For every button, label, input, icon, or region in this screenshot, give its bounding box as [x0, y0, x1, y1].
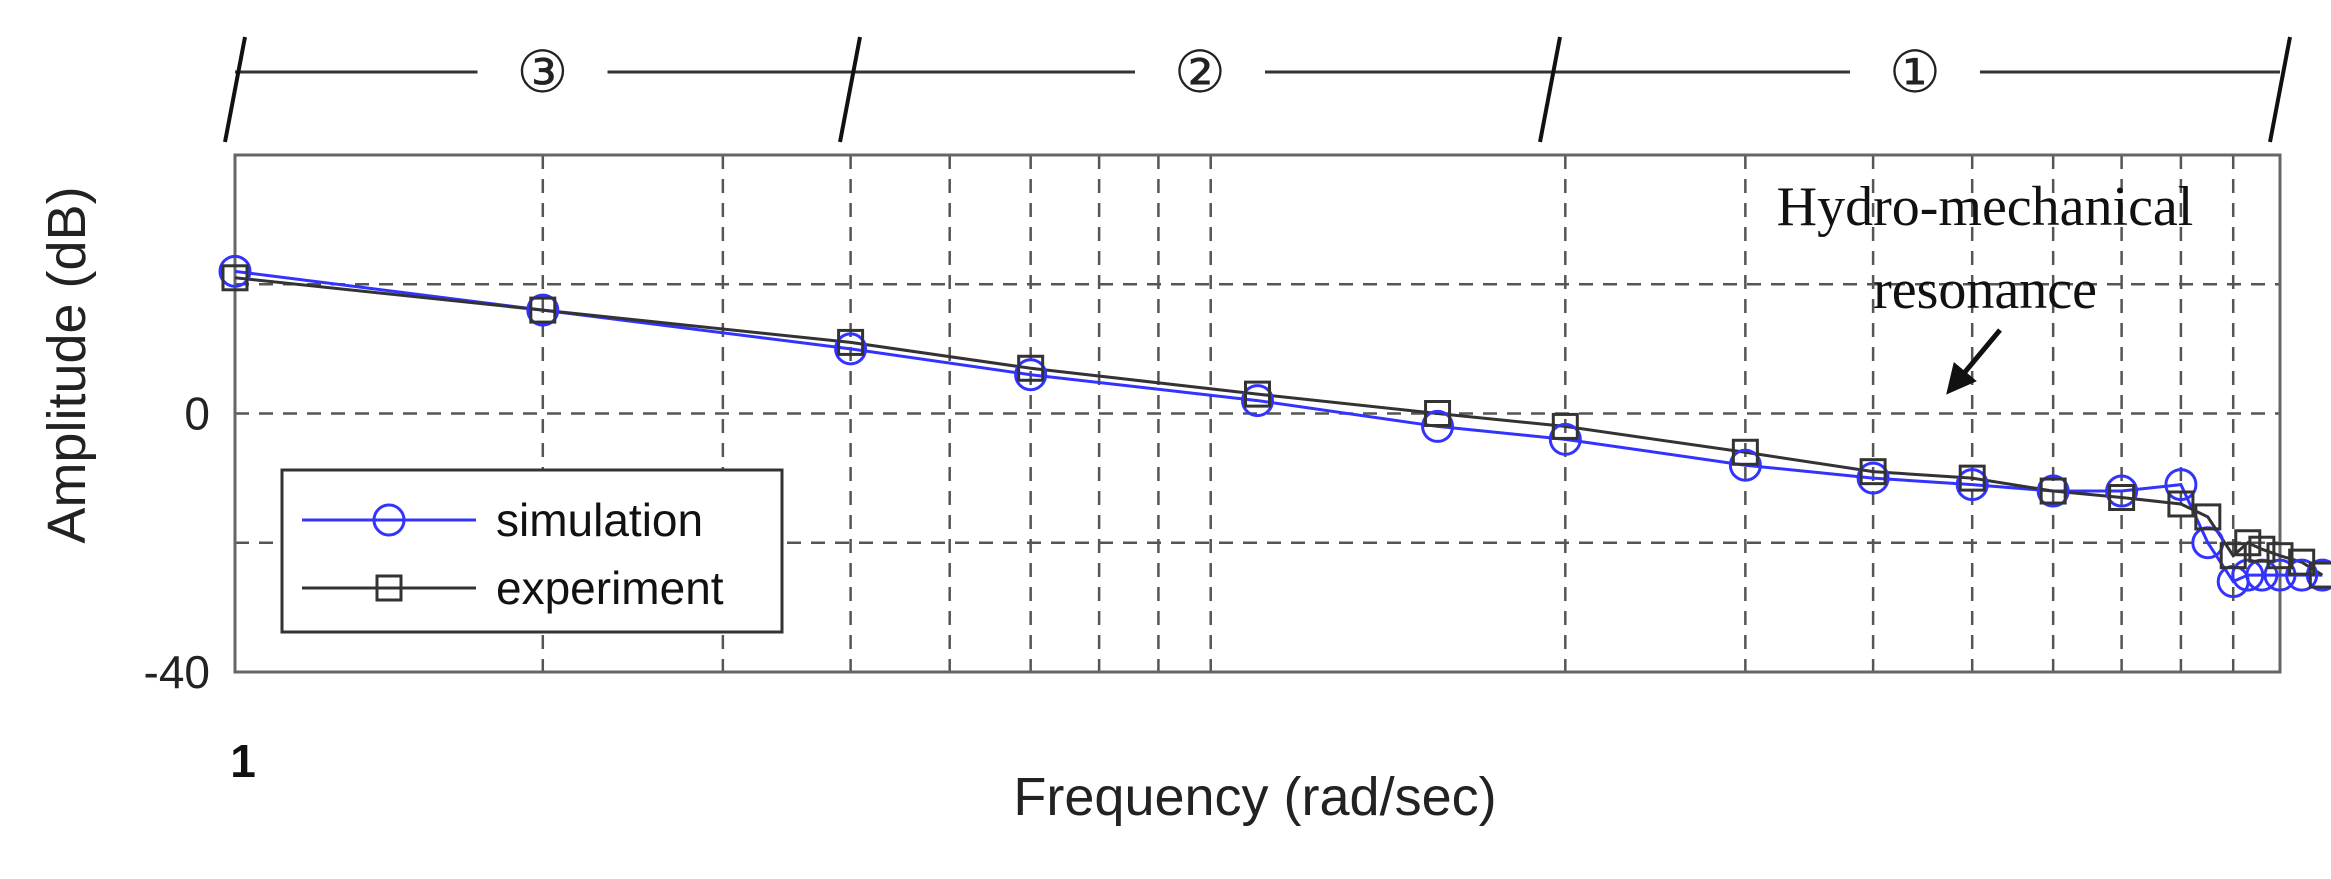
data-point-experiment [1958, 464, 1986, 492]
annotation-line1: Hydro-mechanical [1777, 176, 2194, 238]
resonance-annotation: Hydro-mechanical resonance [1777, 176, 2194, 395]
legend-marker-simulation [372, 503, 406, 537]
data-point-experiment [2248, 535, 2276, 563]
region-label-bg [477, 37, 608, 107]
data-point-experiment [2194, 503, 2222, 531]
region-label-bg [1850, 37, 1980, 107]
data-point-simulation [526, 293, 560, 327]
data-point-experiment [1551, 412, 1579, 440]
data-point-simulation [1955, 468, 1989, 502]
y-axis-label: Amplitude (dB) [37, 186, 97, 543]
data-point-experiment [1859, 458, 1887, 486]
data-point-simulation [2036, 474, 2070, 508]
data-point-experiment [2108, 484, 2136, 512]
data-point-experiment [2234, 529, 2262, 557]
data-point-simulation [1241, 384, 1274, 418]
annotation-arrow [1946, 328, 2002, 395]
region-divider [223, 36, 247, 143]
data-point-experiment [1424, 400, 1452, 427]
y-tick-label: 0 [184, 388, 210, 440]
data-point-experiment [529, 296, 557, 324]
region-label: ③ [517, 38, 569, 106]
data-point-experiment [2308, 561, 2331, 589]
data-point-simulation [2105, 474, 2139, 508]
data-point-simulation [2285, 558, 2319, 592]
legend-label-experiment: experiment [496, 562, 724, 614]
region-label: ② [1174, 38, 1226, 106]
region-divider [2268, 36, 2292, 143]
data-point-simulation [2231, 558, 2265, 592]
legend-label-simulation: simulation [496, 494, 703, 546]
data-point-experiment [2167, 490, 2195, 518]
data-point-simulation [2164, 468, 2198, 502]
data-point-experiment [837, 328, 865, 356]
region-label: ① [1889, 38, 1941, 106]
data-point-simulation [834, 332, 868, 366]
series-line-simulation [234, 269, 2323, 584]
data-point-simulation [1014, 358, 1048, 392]
region-divider [1538, 36, 1562, 143]
data-point-experiment [221, 264, 249, 292]
plot-frame [233, 153, 2282, 674]
y-tick-labels: 0 -40 [144, 388, 210, 699]
data-point-simulation [1728, 448, 1762, 482]
data-point-experiment [1731, 438, 1759, 466]
series-markers [218, 254, 2331, 599]
data-point-experiment [1017, 354, 1045, 382]
region-divider [838, 36, 862, 143]
data-point-experiment [2266, 542, 2294, 570]
annotation-line2: resonance [1873, 259, 2097, 321]
legend-box [280, 468, 784, 634]
region-label-bg [1135, 37, 1265, 107]
data-point-simulation [1548, 422, 1582, 456]
x-tick-label: 1 [230, 735, 256, 787]
data-point-simulation [1856, 461, 1890, 495]
y-tick-label: -40 [144, 646, 210, 698]
region-bar: ③ ② ① [223, 36, 2292, 143]
data-point-experiment [1244, 380, 1271, 408]
legend: simulation experiment [280, 468, 784, 634]
data-point-experiment [2039, 477, 2067, 505]
x-tick-labels: 1 [230, 735, 256, 787]
data-point-simulation [1421, 409, 1455, 443]
legend-marker-experiment [375, 574, 403, 602]
x-axis-label: Frequency (rad/sec) [1013, 767, 1496, 827]
data-point-simulation [218, 254, 252, 288]
